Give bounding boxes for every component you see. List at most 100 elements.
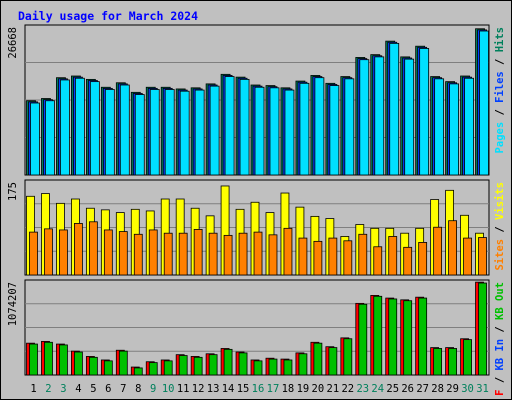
bar-sites xyxy=(418,242,428,276)
bar-sites xyxy=(448,220,457,276)
legend-entry: / xyxy=(494,371,506,390)
bar-kb-out xyxy=(433,348,443,376)
day-label: 1 xyxy=(30,383,36,395)
bar-sites xyxy=(208,232,218,276)
legend-entry: Files xyxy=(494,71,506,103)
bar-sites xyxy=(373,246,383,276)
legend: Pages / Files / Hits xyxy=(494,27,506,153)
day-label: 25 xyxy=(386,383,399,395)
bar-kb-out xyxy=(118,350,128,376)
bar-pages xyxy=(224,76,235,176)
bar-pages xyxy=(149,89,160,176)
day-label: 4 xyxy=(75,383,81,395)
bar-kb-out xyxy=(29,343,38,376)
bar-sites xyxy=(118,231,128,276)
legend-entry: Hits xyxy=(494,27,506,52)
bar-sites xyxy=(388,236,398,276)
bar-pages xyxy=(389,42,400,176)
day-label: 7 xyxy=(120,383,126,395)
bar-sites xyxy=(268,234,278,276)
day-label: 9 xyxy=(150,383,156,395)
bar-sites xyxy=(403,246,413,276)
bar-pages xyxy=(104,89,115,176)
bar-kb-out xyxy=(133,367,143,376)
bar-kb-out xyxy=(328,347,338,376)
legend-entry: KB Out xyxy=(494,282,506,320)
bar-kb-out xyxy=(208,354,218,376)
day-label: 18 xyxy=(282,383,295,395)
bar-kb-out xyxy=(223,348,233,376)
bar-kb-out xyxy=(448,348,457,376)
bar-pages xyxy=(239,78,250,176)
day-label: 22 xyxy=(341,383,354,395)
day-label: 6 xyxy=(105,383,111,395)
bar-pages xyxy=(434,78,445,176)
bar-sites xyxy=(433,226,443,276)
bar-sites xyxy=(133,233,143,276)
day-label: 3 xyxy=(60,383,66,395)
day-label: 19 xyxy=(297,383,310,395)
bar-sites xyxy=(193,228,203,276)
bar-kb-out xyxy=(403,300,413,376)
bar-kb-out xyxy=(283,359,293,376)
bar-pages xyxy=(164,89,175,176)
bar-sites xyxy=(358,233,368,276)
day-label: 11 xyxy=(177,383,190,395)
bar-kb-out xyxy=(44,341,53,376)
bar-kb-out xyxy=(253,360,263,376)
day-label: 5 xyxy=(90,383,96,395)
bar-kb-out xyxy=(358,303,368,376)
y-max-label: 1074207 xyxy=(7,282,19,326)
day-label: 16 xyxy=(252,383,265,395)
bar-pages xyxy=(479,30,489,176)
day-label: 17 xyxy=(267,383,280,395)
bar-sites xyxy=(74,223,83,276)
day-label: 26 xyxy=(401,383,414,395)
legend-entry: / xyxy=(494,103,506,122)
bar-kb-out xyxy=(163,360,173,376)
day-label: 13 xyxy=(207,383,220,395)
bar-sites xyxy=(44,228,53,276)
bar-sites xyxy=(103,229,113,276)
bar-kb-out xyxy=(88,356,98,376)
bar-sites xyxy=(298,237,308,276)
day-label: 8 xyxy=(135,383,141,395)
day-label: 30 xyxy=(461,383,474,395)
bar-sites xyxy=(478,237,487,276)
day-label: 20 xyxy=(312,383,325,395)
bar-sites xyxy=(313,240,323,276)
bar-kb-out xyxy=(238,352,248,376)
day-label: 24 xyxy=(371,383,384,395)
day-label: 21 xyxy=(327,383,340,395)
bar-kb-out xyxy=(268,358,278,376)
bar-pages xyxy=(449,83,459,176)
bar-pages xyxy=(269,87,280,176)
bar-sites xyxy=(29,231,38,276)
legend-entry: KB In xyxy=(494,339,506,371)
chart-title: Daily usage for March 2024 xyxy=(18,9,198,23)
legend-entry: Visits xyxy=(494,182,506,220)
bar-sites xyxy=(328,237,338,276)
bar-kb-out xyxy=(74,351,83,376)
y-max-label: 26668 xyxy=(7,27,19,59)
bar-pages xyxy=(45,100,55,176)
bar-sites xyxy=(148,229,158,276)
legend-entry: Sites xyxy=(494,239,506,271)
legend: KB F / KB In / KB Out xyxy=(494,282,506,400)
day-label: 12 xyxy=(192,383,205,395)
bar-pages xyxy=(209,85,220,176)
bar-pages xyxy=(464,77,474,176)
bar-kb-out xyxy=(298,353,308,376)
bar-pages xyxy=(194,89,205,176)
bar-kb-out xyxy=(388,298,398,376)
legend: Sites / Visits xyxy=(494,182,506,271)
bar-sites xyxy=(283,227,293,276)
legend-entry: KB F xyxy=(494,389,506,400)
bar-pages xyxy=(329,85,340,176)
bar-kb-out xyxy=(343,338,353,376)
legend-entry: / xyxy=(494,52,506,71)
bar-pages xyxy=(254,86,265,176)
bar-kb-out xyxy=(59,344,68,376)
